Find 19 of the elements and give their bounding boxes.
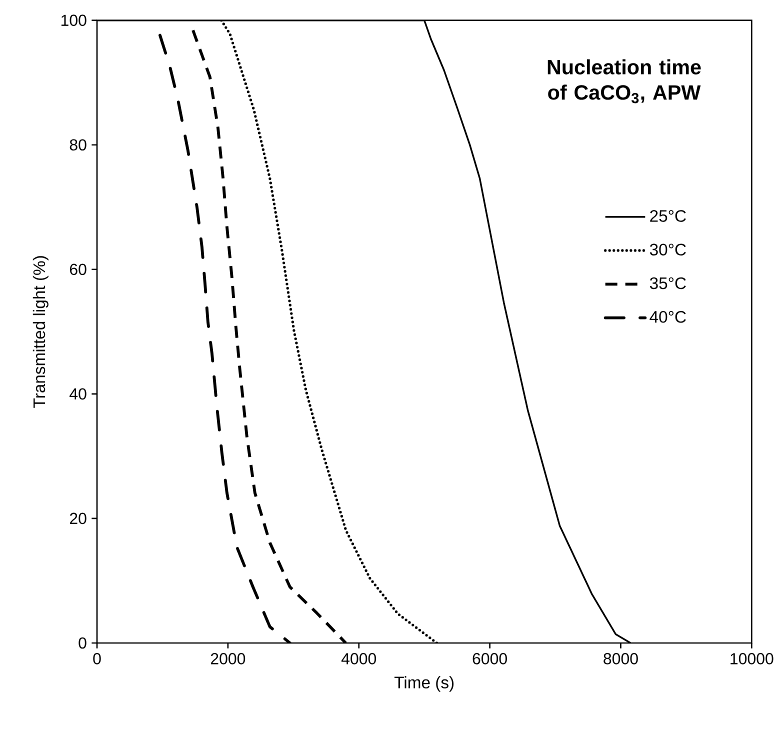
x-tick-label: 0 <box>93 653 101 664</box>
text: Nucleation time of CaCO$_{3}$, APW <box>548 59 701 104</box>
legend-label: 40°C <box>650 310 686 323</box>
x-tick-label: 4000 <box>341 653 376 664</box>
x-tick-label: 10000 <box>730 653 774 664</box>
y-tick-label: 80 <box>70 139 86 151</box>
legend-label: 35°C <box>650 277 686 290</box>
y-tick-label: 100 <box>61 14 86 26</box>
y-tick-label: 60 <box>70 264 86 276</box>
y-tick-label: 20 <box>70 512 86 524</box>
legend-label: 25°C <box>650 210 686 222</box>
x-axis-title: Time (s) <box>394 676 454 692</box>
y-tick-label: 0 <box>78 637 86 649</box>
x-tick-label: 8000 <box>604 653 638 664</box>
y-tick-label: 40 <box>70 388 86 400</box>
x-tick-label: 6000 <box>472 653 507 664</box>
legend-label: 30°C <box>650 244 686 256</box>
y-axis-title: Transmitted light (%) <box>32 256 48 408</box>
x-tick-label: 2000 <box>210 653 246 664</box>
